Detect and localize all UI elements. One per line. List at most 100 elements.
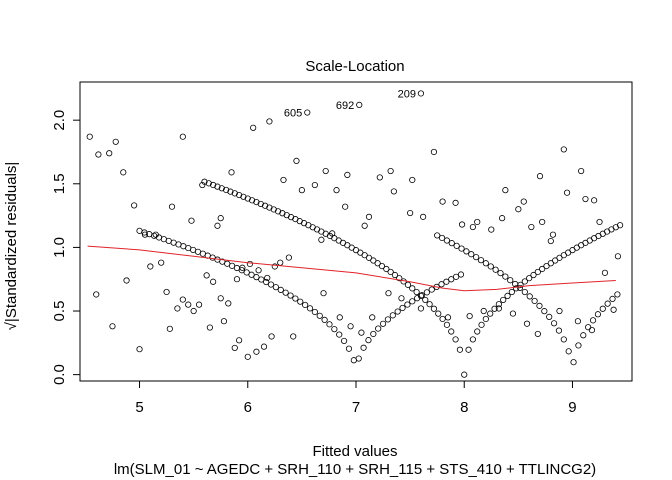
data-point (536, 173, 544, 180)
data-point (233, 276, 241, 283)
data-point (423, 289, 430, 296)
data-point (210, 278, 217, 285)
data-point (520, 198, 527, 205)
x-tick-label: 6 (244, 399, 252, 416)
data-point (563, 189, 571, 196)
data-point (201, 178, 208, 185)
data-point (555, 327, 563, 334)
data-point (292, 295, 299, 302)
data-point (179, 296, 186, 303)
data-point (578, 167, 585, 175)
x-tick-label: 8 (460, 399, 468, 416)
data-point (502, 273, 509, 280)
data-point (298, 187, 305, 194)
data-point (469, 223, 476, 231)
data-point (560, 336, 567, 343)
data-point (580, 332, 587, 339)
data-point (547, 260, 554, 267)
data-point (504, 292, 511, 299)
data-point (383, 265, 390, 273)
data-point (610, 306, 617, 313)
data-point (507, 277, 514, 284)
x-tick-label: 7 (352, 399, 360, 416)
y-axis-label: √|Standardized residuals| (3, 162, 20, 331)
data-point (163, 288, 170, 296)
data-point (248, 197, 256, 204)
data-point (521, 288, 528, 296)
data-point (399, 304, 406, 312)
data-point (258, 276, 265, 283)
data-point (547, 237, 554, 245)
data-point (231, 190, 238, 197)
data-point (585, 324, 592, 331)
data-point (271, 263, 278, 270)
data-point (500, 296, 507, 304)
data-point (266, 118, 273, 125)
data-point (246, 260, 254, 268)
y-tick-label: 2.0 (51, 110, 68, 131)
data-point (227, 188, 234, 195)
data-point (304, 109, 311, 116)
data-point (243, 269, 250, 276)
data-point (109, 323, 116, 330)
data-point (236, 337, 243, 344)
data-point (336, 314, 343, 321)
data-point (428, 286, 435, 293)
data-point (379, 320, 387, 327)
data-point (534, 268, 541, 276)
data-point (536, 302, 543, 309)
data-point (287, 292, 294, 299)
data-point (497, 269, 504, 277)
data-point (420, 213, 427, 220)
data-point (463, 248, 470, 255)
data-point (302, 301, 309, 309)
data-point (528, 223, 535, 231)
data-point (457, 271, 465, 278)
data-point (539, 265, 546, 273)
data-point (244, 353, 251, 360)
data-point (409, 298, 416, 305)
data-point (387, 167, 394, 175)
data-point (591, 197, 598, 204)
data-point (311, 181, 318, 189)
data-point (326, 321, 333, 328)
data-point (250, 124, 257, 131)
data-point (570, 359, 577, 366)
data-point (466, 313, 473, 320)
data-point (574, 318, 581, 325)
data-point (206, 324, 213, 331)
data-point (95, 151, 102, 158)
data-point (136, 346, 143, 353)
data-point (439, 198, 446, 205)
data-point (205, 180, 212, 187)
data-point (384, 316, 392, 323)
data-point (474, 218, 481, 226)
data-point (360, 344, 367, 351)
data-point (217, 295, 224, 302)
data-point (260, 343, 268, 350)
data-point (430, 305, 438, 312)
data-point (422, 296, 429, 304)
data-point (356, 101, 363, 109)
data-point (508, 288, 515, 296)
data-point (285, 254, 292, 261)
data-point (604, 300, 611, 307)
data-point (588, 327, 596, 334)
data-point (601, 269, 609, 276)
data-point (452, 199, 459, 206)
data-point (253, 348, 260, 355)
data-point (336, 331, 343, 338)
data-point (195, 301, 203, 308)
data-point (223, 186, 230, 194)
data-point (365, 213, 373, 220)
data-point (316, 312, 323, 319)
data-point (218, 185, 225, 192)
data-point (311, 308, 318, 316)
data-point (123, 277, 130, 284)
data-point (280, 176, 287, 184)
data-point (443, 321, 451, 328)
data-points (86, 90, 624, 378)
data-point (293, 157, 300, 164)
data-point (448, 276, 455, 283)
